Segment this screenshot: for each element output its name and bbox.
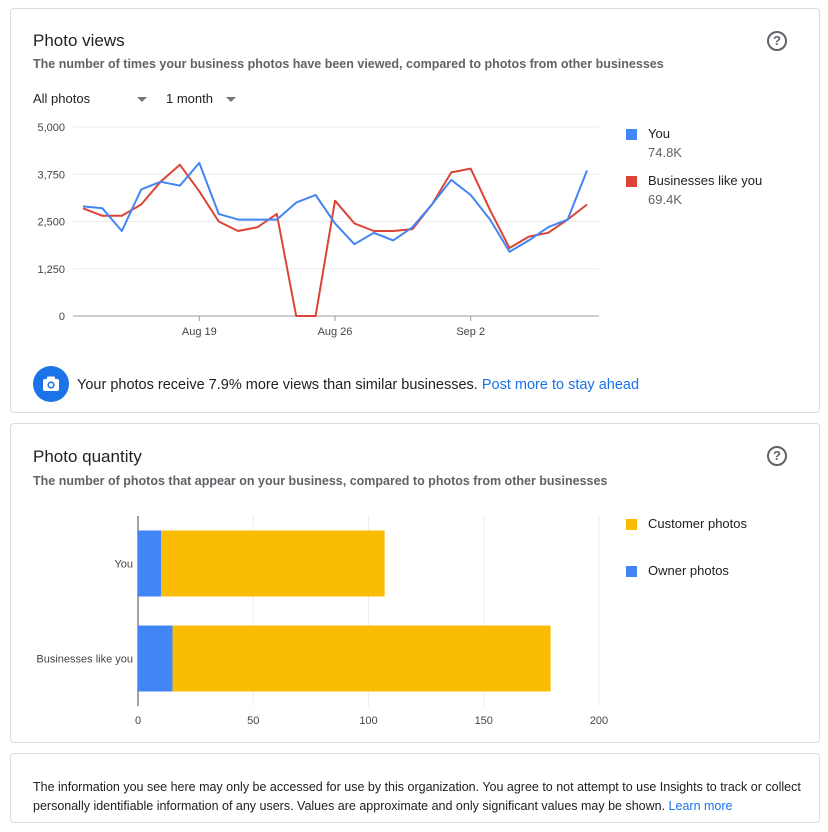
y-tick-label: 3,750: [37, 169, 65, 181]
photo-quantity-chart: 0 50 100 150 200 You Businesses like you: [36, 516, 608, 726]
legend-label: You: [648, 126, 670, 141]
legend-label: Businesses like you: [648, 173, 763, 188]
x-tick-label: Sep 2: [456, 326, 485, 338]
photos-filter-dropdown[interactable]: All photos: [33, 91, 151, 106]
legend-swatch: [626, 129, 637, 140]
learn-more-link[interactable]: Learn more: [668, 799, 733, 813]
photo-views-summary: Your photos receive 7.9% more views than…: [77, 377, 639, 393]
category-label: Businesses like you: [36, 654, 133, 666]
legend-label: Customer photos: [648, 516, 747, 531]
help-icon[interactable]: ?: [767, 446, 787, 466]
period-filter-dropdown[interactable]: 1 month: [166, 91, 238, 106]
x-tick-label: 150: [475, 715, 493, 726]
disclaimer-text: The information you see here may only be…: [33, 778, 803, 816]
legend-value: 69.4K: [648, 192, 682, 207]
x-tick-label: 200: [590, 715, 608, 726]
y-tick-label: 1,250: [37, 264, 65, 276]
photo-views-card: Photo views The number of times your bus…: [10, 8, 820, 413]
help-icon[interactable]: ?: [767, 31, 787, 51]
chevron-down-icon: [137, 97, 147, 102]
x-tick-label: Aug 26: [318, 326, 353, 338]
legend-swatch: [626, 566, 637, 577]
period-filter-value: 1 month: [166, 91, 213, 106]
x-tick-label: Aug 19: [182, 326, 217, 338]
x-tick-label: 0: [135, 715, 141, 726]
x-tick-label: 100: [359, 715, 377, 726]
photos-filter-value: All photos: [33, 91, 91, 106]
photo-views-title: Photo views: [33, 31, 125, 50]
legend-value: 74.8K: [648, 145, 682, 160]
disclaimer-body: The information you see here may only be…: [33, 780, 801, 813]
post-more-link[interactable]: Post more to stay ahead: [481, 377, 640, 393]
legend-swatch: [626, 519, 637, 530]
photo-quantity-card: Photo quantity The number of photos that…: [10, 423, 820, 743]
photo-quantity-title: Photo quantity: [33, 447, 142, 466]
x-tick-label: 50: [247, 715, 259, 726]
category-label: You: [114, 559, 133, 571]
y-tick-label: 5,000: [37, 122, 65, 134]
series-line: [82, 161, 588, 253]
photo-views-subtitle: The number of times your business photos…: [33, 57, 664, 71]
chevron-down-icon: [226, 97, 236, 102]
bar-segment: [172, 625, 551, 692]
bar-segment: [161, 530, 385, 597]
camera-icon: [33, 366, 69, 402]
summary-text: Your photos receive 7.9% more views than…: [77, 377, 478, 393]
photo-quantity-subtitle: The number of photos that appear on your…: [33, 474, 608, 488]
photo-views-chart: 0 1,250 2,500 3,750 5,000 Aug 19 Aug 26 Sep 2: [37, 122, 599, 338]
legend-label: Owner photos: [648, 563, 729, 578]
y-tick-label: 0: [59, 311, 65, 323]
legend-swatch: [626, 176, 637, 187]
disclaimer-card: The information you see here may only be…: [10, 753, 820, 823]
y-tick-label: 2,500: [37, 217, 65, 229]
bar-segment: [138, 530, 162, 597]
bar-segment: [138, 625, 173, 692]
series-line: [82, 163, 588, 317]
